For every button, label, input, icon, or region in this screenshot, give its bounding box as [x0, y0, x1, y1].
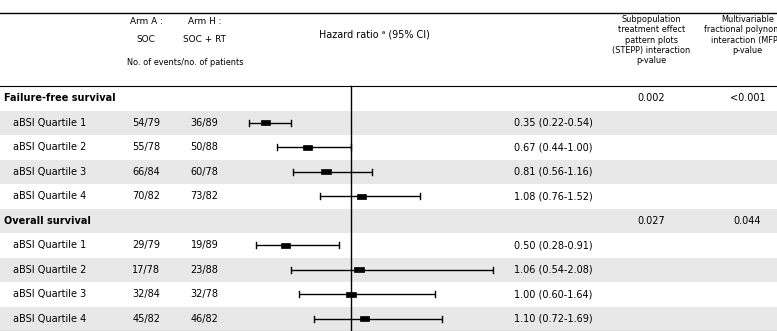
Text: aBSI Quartile 2: aBSI Quartile 2	[13, 265, 86, 275]
Text: 1.08 (0.76-1.52): 1.08 (0.76-1.52)	[514, 191, 593, 201]
Text: 73/82: 73/82	[190, 191, 218, 201]
Text: 0.35 (0.22-0.54): 0.35 (0.22-0.54)	[514, 118, 594, 128]
Bar	[0, 307, 777, 331]
Text: 50/88: 50/88	[190, 142, 218, 152]
Text: 17/78: 17/78	[132, 265, 160, 275]
Bar	[280, 243, 290, 248]
Text: SOC: SOC	[137, 35, 155, 44]
Text: SOC + RT: SOC + RT	[183, 35, 226, 44]
Text: 23/88: 23/88	[190, 265, 218, 275]
Text: 36/89: 36/89	[190, 118, 218, 128]
Text: Arm H :: Arm H :	[187, 17, 221, 25]
Text: 0.027: 0.027	[637, 216, 665, 226]
Text: Subpopulation
treatment effect
pattern plots
(STEPP) interaction
p-value: Subpopulation treatment effect pattern p…	[612, 15, 690, 66]
Text: <0.001: <0.001	[730, 93, 765, 103]
Text: No. of events/no. of patients: No. of events/no. of patients	[127, 58, 243, 67]
Text: 1.06 (0.54-2.08): 1.06 (0.54-2.08)	[514, 265, 593, 275]
Text: 0.67 (0.44-1.00): 0.67 (0.44-1.00)	[514, 142, 593, 152]
Text: 46/82: 46/82	[190, 314, 218, 324]
Bar	[354, 267, 364, 272]
Text: 45/82: 45/82	[132, 314, 160, 324]
Text: aBSI Quartile 2: aBSI Quartile 2	[13, 142, 86, 152]
Text: Arm A :: Arm A :	[130, 17, 162, 25]
Text: Failure-free survival: Failure-free survival	[4, 93, 116, 103]
Text: aBSI Quartile 3: aBSI Quartile 3	[13, 289, 86, 299]
Text: 19/89: 19/89	[190, 240, 218, 250]
Text: 66/84: 66/84	[132, 167, 160, 177]
Text: 60/78: 60/78	[190, 167, 218, 177]
Text: 29/79: 29/79	[132, 240, 160, 250]
Bar	[0, 160, 777, 184]
Text: Multivariable
fractional polynomial
interaction (MFPI)
p-value: Multivariable fractional polynomial inte…	[704, 15, 777, 55]
Bar	[357, 194, 366, 199]
Text: 0.044: 0.044	[733, 216, 761, 226]
Text: 0.002: 0.002	[637, 93, 665, 103]
Text: aBSI Quartile 1: aBSI Quartile 1	[13, 240, 86, 250]
Bar	[347, 292, 356, 297]
Text: Overall survival: Overall survival	[4, 216, 91, 226]
Text: 32/78: 32/78	[190, 289, 218, 299]
Bar	[261, 120, 270, 125]
Bar	[360, 316, 369, 321]
Text: aBSI Quartile 1: aBSI Quartile 1	[13, 118, 86, 128]
Text: 1.10 (0.72-1.69): 1.10 (0.72-1.69)	[514, 314, 593, 324]
Text: 32/84: 32/84	[132, 289, 160, 299]
Text: aBSI Quartile 3: aBSI Quartile 3	[13, 167, 86, 177]
Bar	[303, 145, 312, 150]
Bar	[322, 169, 331, 174]
Text: aBSI Quartile 4: aBSI Quartile 4	[13, 191, 86, 201]
Bar	[0, 209, 777, 233]
Text: 0.81 (0.56-1.16): 0.81 (0.56-1.16)	[514, 167, 593, 177]
Bar	[0, 111, 777, 135]
Bar	[0, 258, 777, 282]
Text: aBSI Quartile 4: aBSI Quartile 4	[13, 314, 86, 324]
Text: 0.50 (0.28-0.91): 0.50 (0.28-0.91)	[514, 240, 593, 250]
Text: 70/82: 70/82	[132, 191, 160, 201]
Text: 54/79: 54/79	[132, 118, 160, 128]
Text: 55/78: 55/78	[132, 142, 160, 152]
Text: 1.00 (0.60-1.64): 1.00 (0.60-1.64)	[514, 289, 593, 299]
Text: Hazard ratio ᵃ (95% CI): Hazard ratio ᵃ (95% CI)	[319, 30, 430, 40]
